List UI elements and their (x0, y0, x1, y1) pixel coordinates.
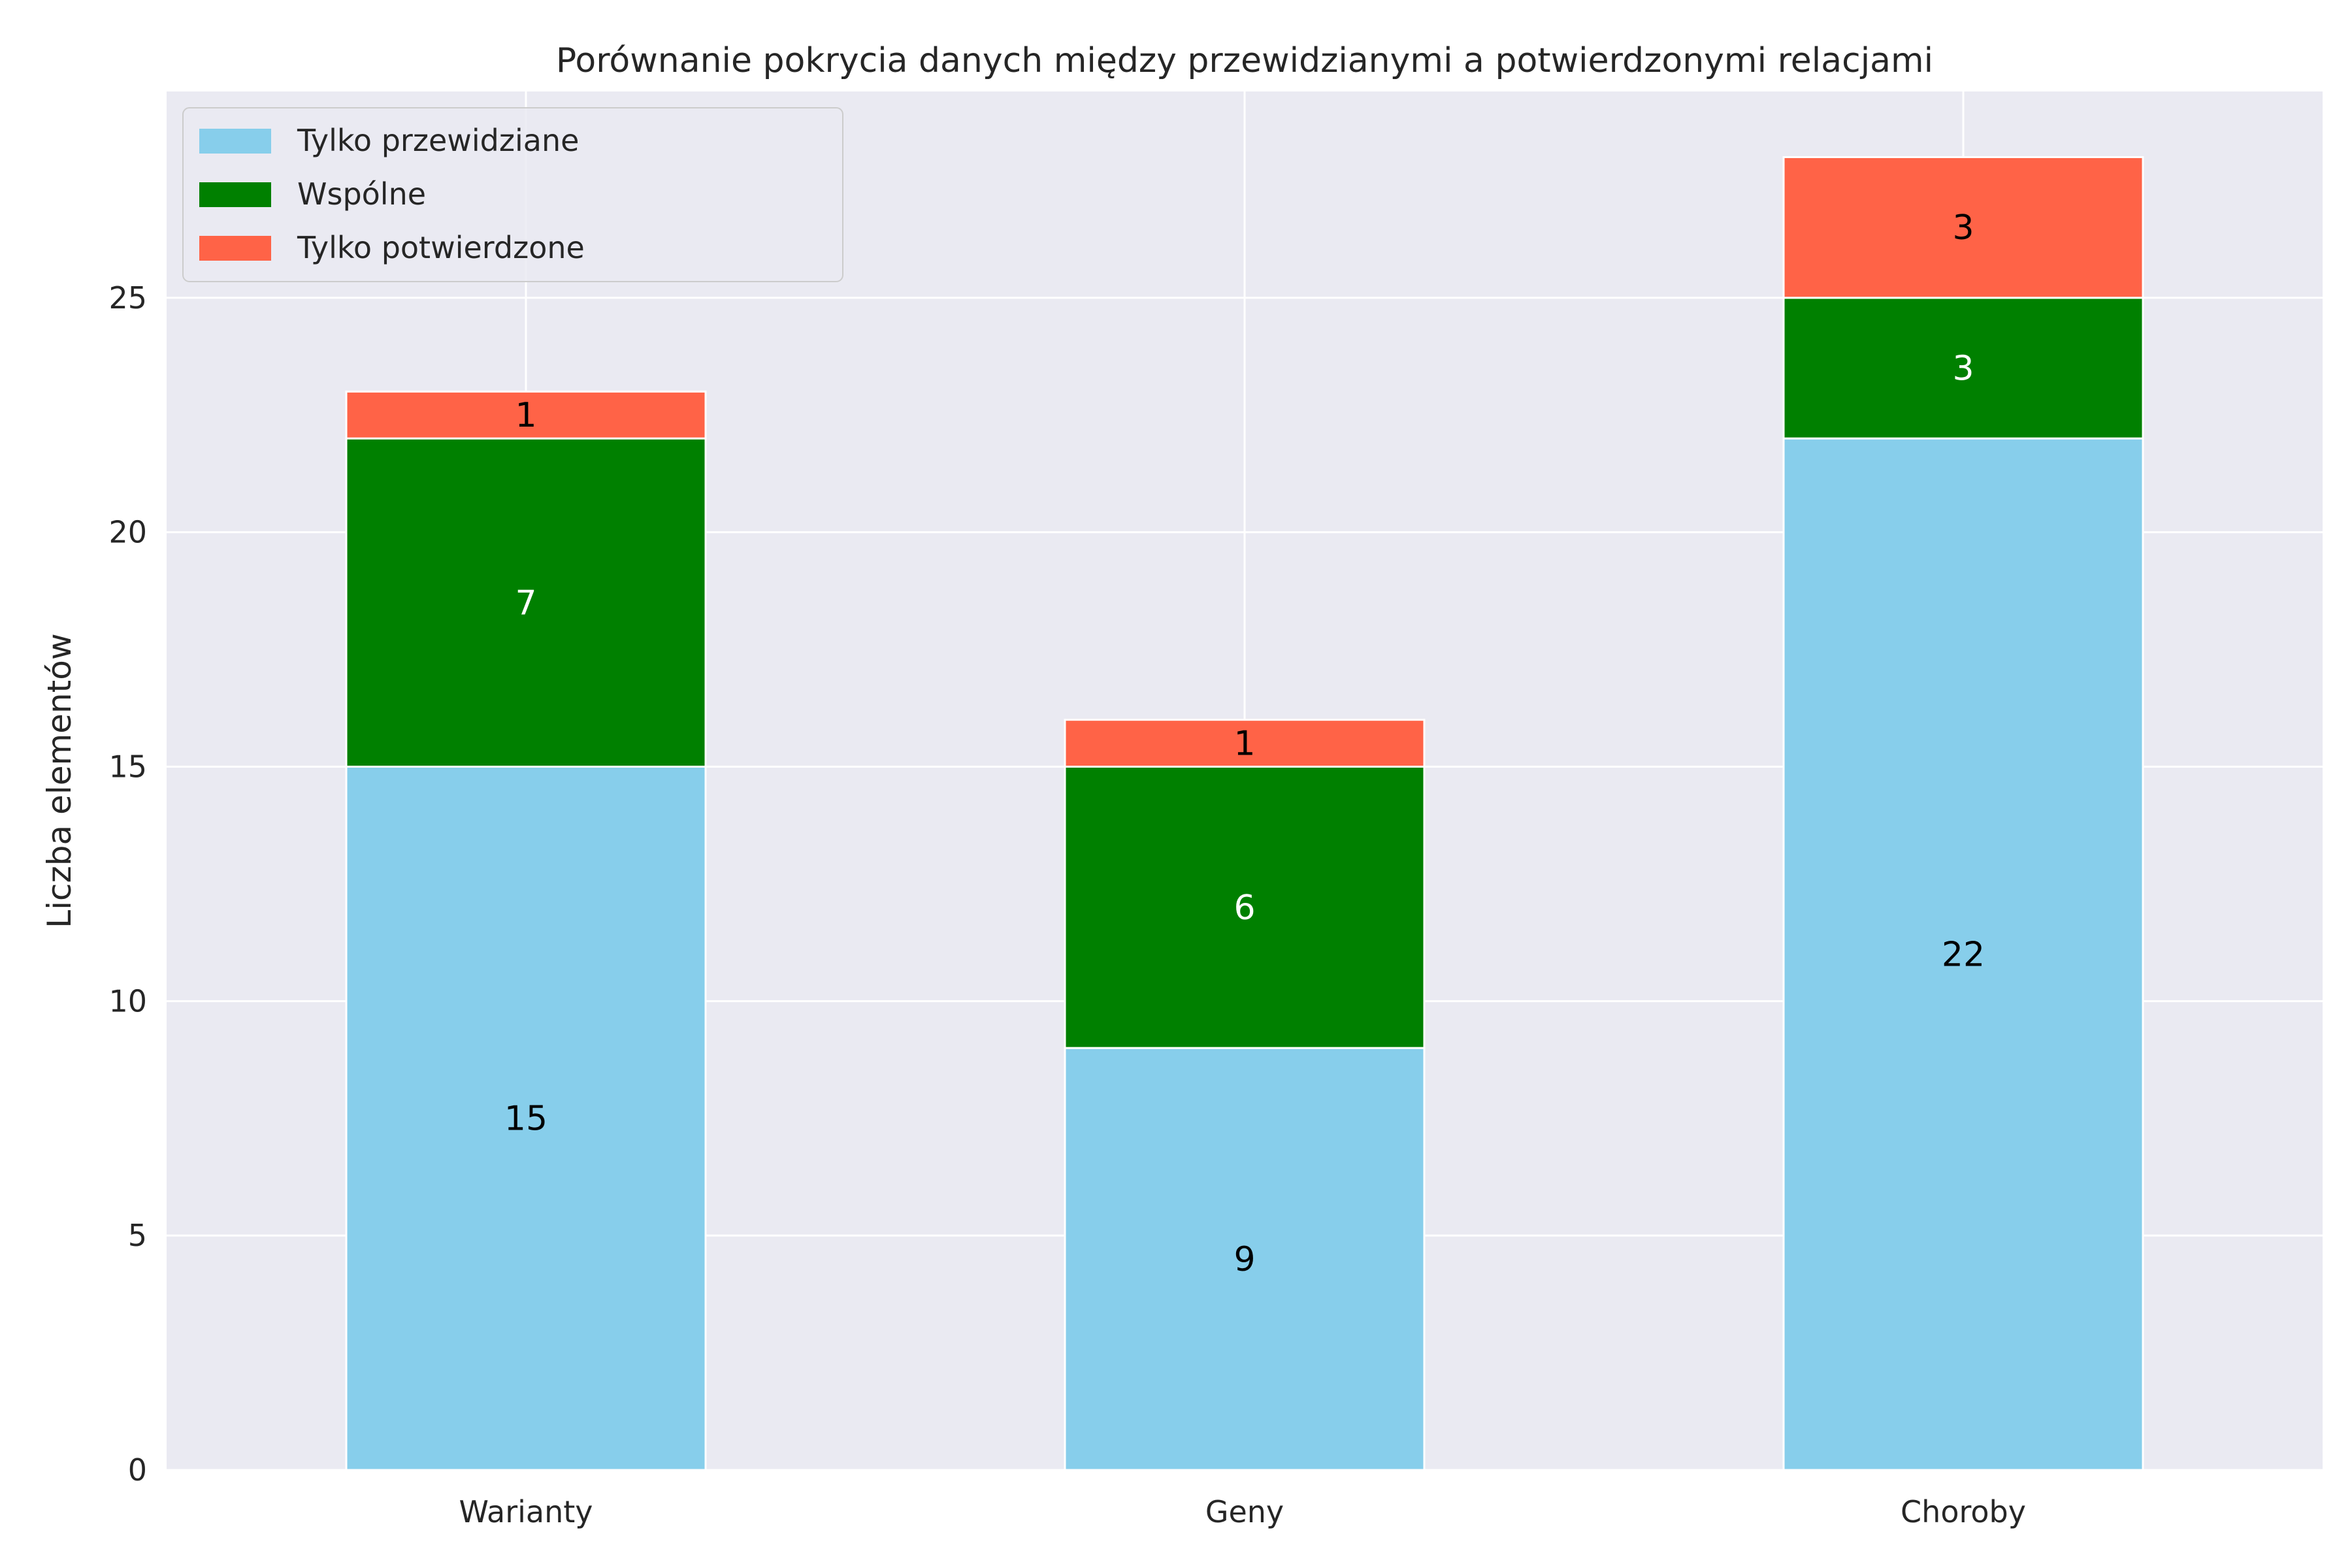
y-tick-label: 25 (108, 280, 147, 316)
legend-swatch (199, 129, 271, 154)
legend-swatch (199, 182, 271, 207)
x-tick-label: Geny (1205, 1494, 1284, 1529)
legend-entry: Tylko przewidziane (297, 123, 579, 158)
y-axis-label: Liczba elementów (41, 633, 78, 928)
x-axis: Warianty Geny Choroby (459, 1494, 2025, 1529)
bar-2-0 (345, 390, 707, 440)
bar-value-label: 22 (1942, 936, 1985, 975)
bar-value-label: 7 (515, 583, 536, 623)
bars (345, 155, 2144, 1471)
legend-swatch (199, 236, 271, 261)
bar-0-2 (1782, 437, 2144, 1471)
bar-1-1 (1064, 765, 1426, 1049)
y-tick-label: 5 (128, 1218, 147, 1253)
y-tick-label: 0 (128, 1452, 147, 1488)
chart-title: Porównanie pokrycia danych między przewi… (556, 41, 1933, 80)
bar-value-label: 1 (515, 396, 536, 435)
bar-value-label: 3 (1952, 208, 1974, 248)
x-tick-label: Warianty (459, 1494, 593, 1529)
bar-2-2 (1782, 155, 2144, 299)
y-axis: 0 5 10 15 20 25 (108, 280, 147, 1488)
bar-0-0 (345, 765, 707, 1471)
x-tick-label: Choroby (1901, 1494, 2026, 1529)
legend: Tylko przewidziane Wspólne Tylko potwierdz… (182, 107, 843, 282)
bar-value-label: 3 (1952, 349, 1974, 388)
bar-value-label: 15 (504, 1100, 547, 1139)
y-tick-label: 15 (108, 749, 147, 784)
bar-1-2 (1782, 297, 2144, 440)
bar-value-label: 1 (1233, 725, 1255, 764)
bar-2-1 (1064, 719, 1426, 768)
legend-frame (182, 107, 843, 282)
bar-1-0 (345, 437, 707, 768)
legend-entry: Tylko potwierdzone (297, 230, 585, 265)
bar-value-label: 9 (1233, 1240, 1255, 1279)
bar-labels: 15 7 1 9 6 1 22 3 3 (504, 208, 1985, 1279)
legend-entry: Wspólne (297, 176, 426, 212)
bar-value-label: 6 (1233, 889, 1255, 928)
y-tick-label: 20 (108, 515, 147, 550)
y-tick-label: 10 (108, 983, 147, 1019)
